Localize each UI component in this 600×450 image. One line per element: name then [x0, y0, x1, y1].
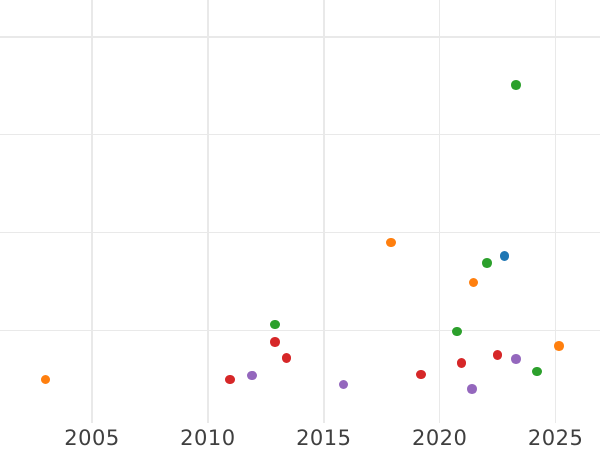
- scatter-point-purple: [247, 370, 257, 381]
- scatter-point-red: [492, 350, 503, 360]
- scatter-point-green: [482, 258, 492, 268]
- gridline-h-2: [0, 133, 600, 136]
- scatter-point-purple: [467, 384, 477, 394]
- gridline-v-2010: [207, 0, 209, 423]
- scatter-point-red: [270, 337, 280, 347]
- scatter-point-orange: [468, 277, 479, 288]
- gridline-h-3: [0, 36, 600, 38]
- scatter-point-red: [416, 369, 426, 380]
- gridline-v-2005: [91, 0, 93, 423]
- gridline-h-0: [0, 329, 600, 332]
- gridline-v-2025: [554, 0, 557, 423]
- x-tick-label-2005: 2005: [64, 426, 120, 450]
- scatter-point-green: [270, 319, 280, 330]
- gridline-v-2015: [323, 0, 325, 423]
- scatter-point-orange: [40, 374, 51, 385]
- x-tick-label-2010: 2010: [180, 426, 236, 450]
- scatter-point-orange: [386, 237, 396, 248]
- gridline-v-2020: [438, 0, 441, 423]
- scatter-point-red: [456, 358, 467, 368]
- scatter-point-green: [511, 80, 521, 90]
- x-tick-label-2020: 2020: [411, 426, 468, 450]
- gridline-h-1: [0, 231, 600, 234]
- scatter-point-blue: [499, 251, 510, 261]
- scatter-point-purple: [511, 354, 521, 364]
- x-tick-label-2015: 2015: [296, 426, 352, 450]
- scatter-point-purple: [338, 379, 349, 390]
- scatter-point-red: [225, 374, 235, 385]
- scatter-point-red: [281, 353, 292, 363]
- scatter-point-green: [532, 366, 542, 377]
- scatter-point-orange: [554, 341, 564, 351]
- scatter-point-green: [452, 326, 462, 337]
- x-tick-label-2025: 2025: [527, 426, 584, 450]
